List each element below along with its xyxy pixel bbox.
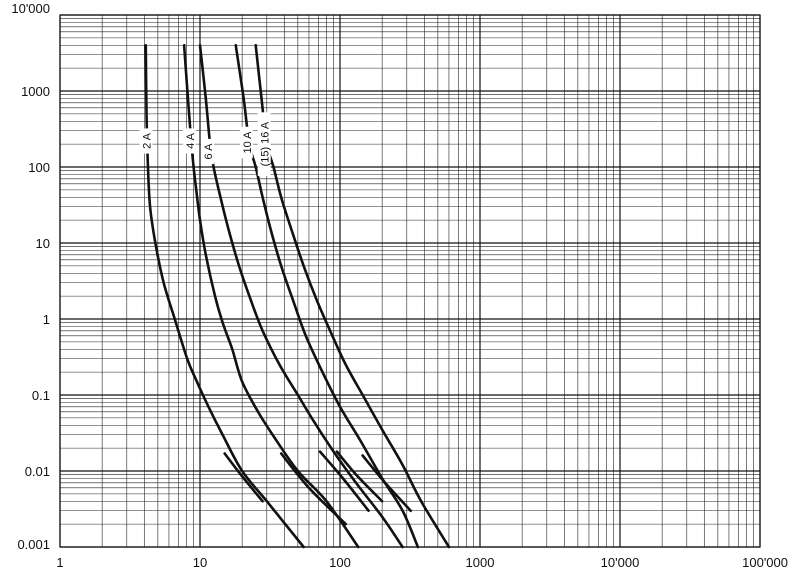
x-tick-label: 10 (193, 555, 207, 570)
y-tick-label: 10'000 (11, 1, 50, 16)
curve-tail-2-a (223, 452, 264, 503)
curve-label-text: 4 A (185, 132, 197, 149)
curve-tail-6-a (318, 450, 370, 513)
curve-label-bg (239, 126, 253, 159)
curve-label: (15) 16 A (257, 112, 272, 176)
y-tick-label: 100 (28, 160, 50, 175)
curve-label: 6 A (200, 138, 215, 165)
x-tick-label: 100'000 (742, 555, 788, 570)
curve-label-bg (139, 128, 153, 154)
curve-label-bg (182, 128, 196, 154)
y-tick-label: 0.01 (25, 464, 50, 479)
curve-label-bg (200, 138, 214, 165)
x-tick-label: 1 (56, 555, 63, 570)
curve-label: 4 A (182, 128, 197, 154)
y-tick-label: 0.001 (17, 537, 50, 552)
x-tick-label: 1000 (466, 555, 495, 570)
curve-2-a (144, 43, 305, 549)
curve-label-text: (15) 16 A (260, 121, 272, 166)
curve-label: 10 A (239, 126, 254, 159)
y-tick-label: 1 (43, 312, 50, 327)
y-tick-label: 10 (36, 236, 50, 251)
x-tick-label: 100 (329, 555, 351, 570)
curve-label: 2 A (139, 128, 154, 154)
curve-label-text: 10 A (242, 131, 254, 154)
curve-label-text: 6 A (203, 143, 215, 160)
curve-tail-15-16-a (361, 454, 413, 513)
x-tick-label: 10'000 (601, 555, 640, 570)
y-tick-label: 0.1 (32, 388, 50, 403)
curve-tail-4-a (279, 452, 348, 526)
curve-labels: 2 A 4 A 6 A 10 A (15) 16 A (139, 112, 272, 176)
curve-tail-10-a (335, 450, 384, 503)
curve-label-bg (257, 112, 271, 176)
tick-labels: 1 10 100 1000 10'000 100'000 0.001 0.01 0.1 1 10 10… (11, 1, 788, 570)
y-tick-label: 1000 (21, 84, 50, 99)
plot-frame (59, 14, 761, 548)
plot-background (60, 15, 760, 547)
curve-label-text: 2 A (142, 132, 154, 149)
